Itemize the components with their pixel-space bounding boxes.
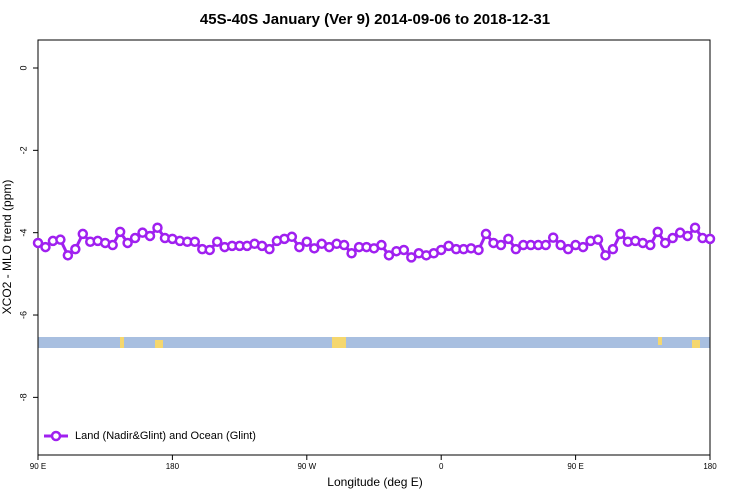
point [406,252,417,263]
point [652,226,663,238]
point [503,233,514,245]
point [704,233,716,245]
point [383,250,395,261]
point [645,239,656,251]
x-tick-label: 0 [439,462,444,471]
point [547,232,559,243]
point [309,243,320,254]
y-tick-label: -8 [18,393,28,401]
point [152,222,163,233]
x-tick-label: 180 [166,462,180,471]
point [286,231,298,243]
point [555,239,566,251]
point [62,250,74,261]
y-axis-label: XCO2 - MLO trend (ppm) [0,180,14,315]
point [376,239,387,251]
point [600,250,611,261]
point [495,239,507,251]
land-strip [120,337,124,348]
legend-marker [50,430,62,442]
point [204,244,215,256]
x-tick-label: 90 E [567,462,583,471]
point [510,243,522,255]
x-tick-label: 90 W [297,462,316,471]
point [667,232,678,244]
point [77,228,89,240]
point [129,232,141,244]
x-tick-label: 180 [703,462,717,471]
point [294,241,305,253]
land-strip [692,340,700,348]
land-strip [155,340,163,348]
surface-strip [38,337,710,348]
point [264,243,275,255]
point [480,228,492,240]
point [689,222,701,233]
point [211,236,223,247]
point [435,244,447,256]
point [114,226,126,238]
y-tick-label: -6 [18,311,28,319]
point [189,236,201,247]
point [338,239,350,251]
ocean-strip [38,337,710,348]
point [682,230,693,242]
x-axis-label: Longitude (deg E) [327,475,422,489]
point [40,241,51,253]
point [607,243,619,255]
y-tick-label: -2 [18,146,28,154]
land-strip [332,337,346,348]
y-tick-label: 0 [18,65,28,70]
point [473,244,484,256]
point [55,234,66,245]
point [615,228,626,240]
point [122,237,133,249]
point [301,236,313,247]
point [592,234,604,245]
point [107,239,118,251]
point [562,243,574,255]
point [70,243,81,255]
y-tick-label: -4 [18,229,28,237]
point [398,244,410,256]
legend-label: Land (Nadir&Glint) and Ocean (Glint) [75,430,256,442]
point [577,241,589,253]
x-tick-label: 90 E [30,462,46,471]
point [32,237,44,249]
chart-title: 45S-40S January (Ver 9) 2014-09-06 to 20… [200,11,550,28]
point [540,239,551,251]
land-strip [658,337,662,345]
point [144,230,156,242]
point [659,237,671,249]
point [346,248,357,259]
